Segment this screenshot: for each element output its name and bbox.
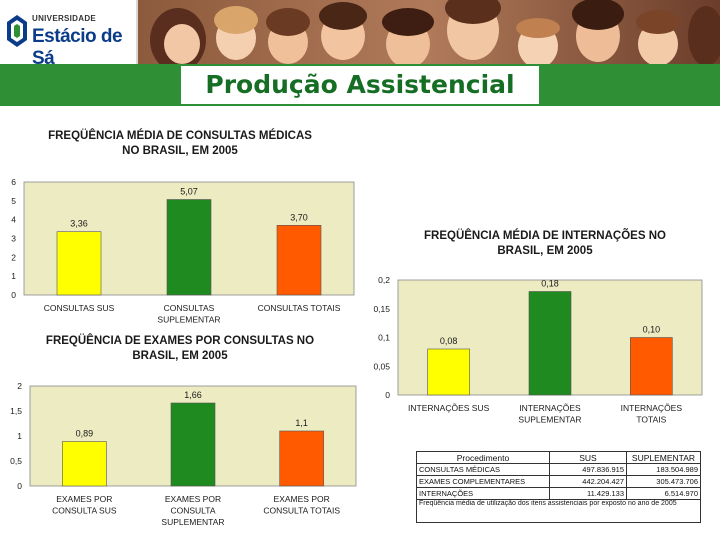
bar [528,291,572,396]
table-cell: 6.514.970 [626,487,701,500]
x-tick-label: INTERNAÇÕES TOTAIS [621,403,683,425]
table-cell: INTERNAÇÕES [416,487,550,500]
bar [630,337,673,396]
table-cell: 497.836.915 [549,463,627,476]
data-label: 0,10 [643,325,661,335]
table-footnote: Freqüência média de utilização dos itens… [416,499,701,523]
logo-university-text: UNIVERSIDADE [32,14,97,23]
table-cell: 442.204.427 [549,475,627,488]
procedures-table: Procedimento SUS SUPLEMENTAR CONSULTAS M… [416,451,701,523]
table-footnote-row: Freqüência média de utilização dos itens… [416,499,701,523]
x-tick-label: EXAMES POR CONSULTA SUPLEMENTAR [161,494,224,527]
table-cell: 11.429.133 [549,487,627,500]
y-tick-label: 0 [11,290,16,300]
chart1-title: FREQÜÊNCIA MÉDIA DE CONSULTAS MÉDICAS NO… [48,130,312,157]
table-header-row: Procedimento SUS SUPLEMENTAR [416,451,701,464]
y-tick-label: 2 [17,381,22,391]
chart3-title: FREQÜÊNCIA MÉDIA DE INTERNAÇÕES NO BRASI… [424,230,666,257]
data-label: 0,18 [541,279,559,289]
bar [279,430,324,487]
y-tick-label: 0,5 [10,456,22,466]
x-tick-label: INTERNAÇÕES SUS [408,403,490,413]
bar [170,402,216,487]
x-tick-label: CONSULTAS TOTAIS [258,303,341,313]
x-tick-label: INTERNAÇÕES SUPLEMENTAR [518,403,581,425]
x-tick-label: EXAMES POR CONSULTA SUS [52,494,117,516]
y-tick-label: 1 [17,431,22,441]
logo-emblem-icon [7,15,27,47]
bar [62,441,107,487]
table-header-cell: SUPLEMENTAR [626,451,701,464]
chart2-title: FREQÜÊNCIA DE EXAMES POR CONSULTAS NO BR… [45,335,315,362]
data-label: 3,70 [290,212,308,222]
table-row: INTERNAÇÕES 11.429.133 6.514.970 [416,487,701,500]
y-tick-label: 4 [11,215,16,225]
table-cell: 183.504.989 [626,463,701,476]
table-cell: EXAMES COMPLEMENTARES [416,475,550,488]
slide-header: UNIVERSIDADE Estácio de Sá [0,0,720,69]
y-tick-label: 3 [11,234,16,244]
table-cell: 305.473.706 [626,475,701,488]
table-row: EXAMES COMPLEMENTARES 442.204.427 305.47… [416,475,701,488]
data-label: 0,89 [76,429,94,439]
y-tick-label: 5 [11,196,16,206]
table-header-cell: Procedimento [416,451,550,464]
x-tick-label: CONSULTAS SUS [44,303,115,313]
bar [56,231,102,296]
bar [427,348,470,396]
photo-illustration [138,0,720,64]
y-tick-label: 0 [17,481,22,491]
logo-name-text: Estácio de Sá [32,26,123,69]
y-tick-label: 0,1 [378,333,390,343]
table-header-cell: SUS [549,451,627,464]
x-tick-label: EXAMES POR CONSULTA TOTAIS [263,494,340,516]
x-tick-label: CONSULTAS SUPLEMENTAR [157,303,220,325]
y-tick-label: 0 [385,390,390,400]
y-tick-label: 0,05 [373,361,390,371]
data-label: 5,07 [180,187,198,197]
bar [166,199,212,296]
bar [276,225,322,296]
university-logo: UNIVERSIDADE Estácio de Sá [0,0,138,69]
y-tick-label: 0,15 [373,304,390,314]
y-tick-label: 1,5 [10,406,22,416]
slide-title: Produção Assistencial [205,70,515,99]
data-label: 1,66 [184,390,202,400]
table-row: CONSULTAS MÉDICAS 497.836.915 183.504.98… [416,463,701,476]
family-photo [138,0,720,64]
data-label: 0,08 [440,336,458,346]
y-tick-label: 0,2 [378,275,390,285]
table-cell: CONSULTAS MÉDICAS [416,463,550,476]
y-tick-label: 2 [11,252,16,262]
data-label: 1,1 [295,418,308,428]
slide-title-box: Produção Assistencial [181,66,539,104]
y-tick-label: 6 [11,177,16,187]
data-label: 3,36 [70,219,88,229]
y-tick-label: 1 [11,271,16,281]
